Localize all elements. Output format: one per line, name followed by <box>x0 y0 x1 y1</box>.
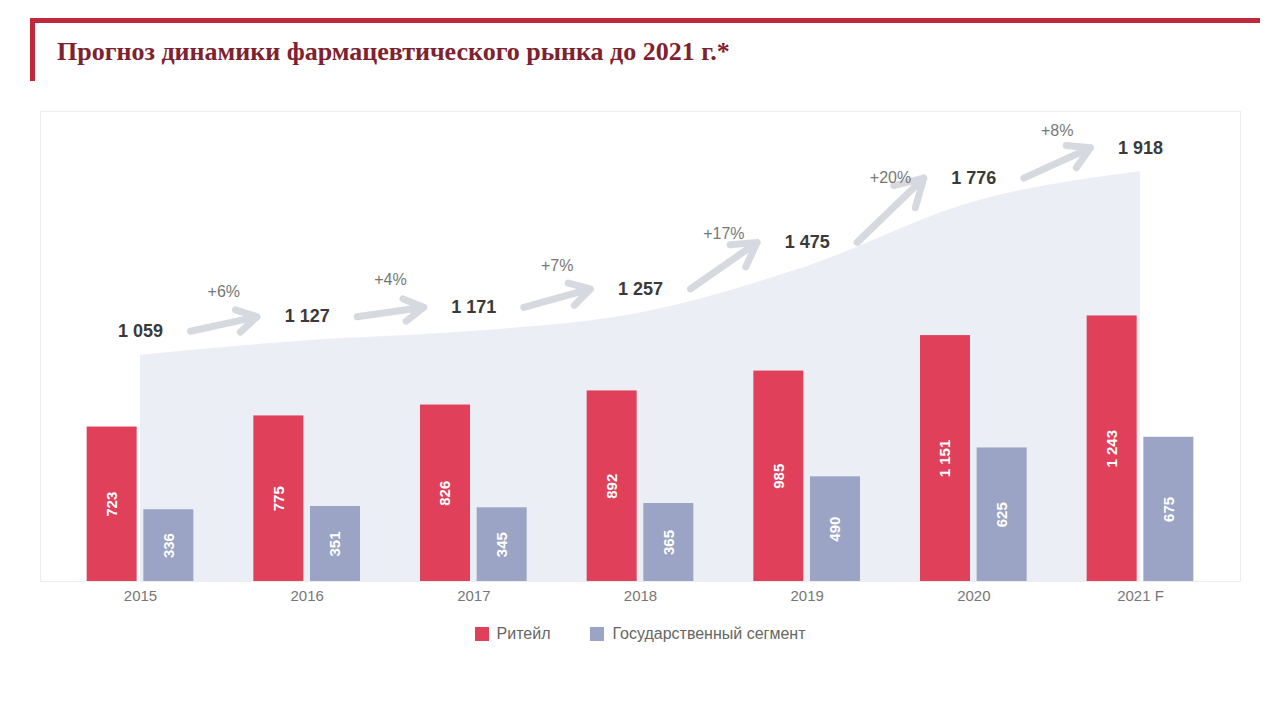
svg-text:675: 675 <box>1160 497 1177 522</box>
svg-text:2019: 2019 <box>790 587 823 604</box>
svg-text:892: 892 <box>603 474 620 499</box>
svg-text:1 171: 1 171 <box>451 297 496 317</box>
svg-text:365: 365 <box>660 530 677 555</box>
svg-text:1 243: 1 243 <box>1103 430 1120 468</box>
svg-text:2015: 2015 <box>124 587 157 604</box>
svg-text:1 776: 1 776 <box>951 168 996 188</box>
svg-text:490: 490 <box>826 517 843 542</box>
svg-text:826: 826 <box>436 481 453 506</box>
html-text:Государственный сегмент: Государственный сегмент <box>612 625 806 642</box>
svg-text:+8%: +8% <box>1041 122 1073 139</box>
svg-text:723: 723 <box>103 492 120 517</box>
svg-text:+20%: +20% <box>870 169 911 186</box>
svg-text:1 059: 1 059 <box>118 321 163 341</box>
svg-text:336: 336 <box>160 533 177 558</box>
svg-text:351: 351 <box>326 531 343 556</box>
svg-text:2020: 2020 <box>957 587 990 604</box>
svg-text:2021 F: 2021 F <box>1117 587 1164 604</box>
svg-text:2016: 2016 <box>290 587 323 604</box>
svg-text:1 127: 1 127 <box>285 306 330 326</box>
svg-text:985: 985 <box>770 464 787 489</box>
svg-text:+4%: +4% <box>374 271 406 288</box>
svg-text:2017: 2017 <box>457 587 490 604</box>
svg-text:1 475: 1 475 <box>785 232 830 252</box>
svg-text:+7%: +7% <box>541 257 573 274</box>
svg-text:1 257: 1 257 <box>618 279 663 299</box>
svg-text:345: 345 <box>493 532 510 557</box>
html-text:Прогноз динамики фармацевтичес: Прогноз динамики фармацевтического рынка… <box>57 37 730 66</box>
svg-text:2018: 2018 <box>624 587 657 604</box>
svg-text:+17%: +17% <box>703 225 744 242</box>
svg-text:1 918: 1 918 <box>1118 138 1163 158</box>
svg-text:+6%: +6% <box>208 283 240 300</box>
svg-text:625: 625 <box>993 502 1010 527</box>
html-text:Ритейл: Ритейл <box>496 625 551 642</box>
svg-text:1 151: 1 151 <box>936 440 953 478</box>
svg-text:775: 775 <box>270 486 287 511</box>
